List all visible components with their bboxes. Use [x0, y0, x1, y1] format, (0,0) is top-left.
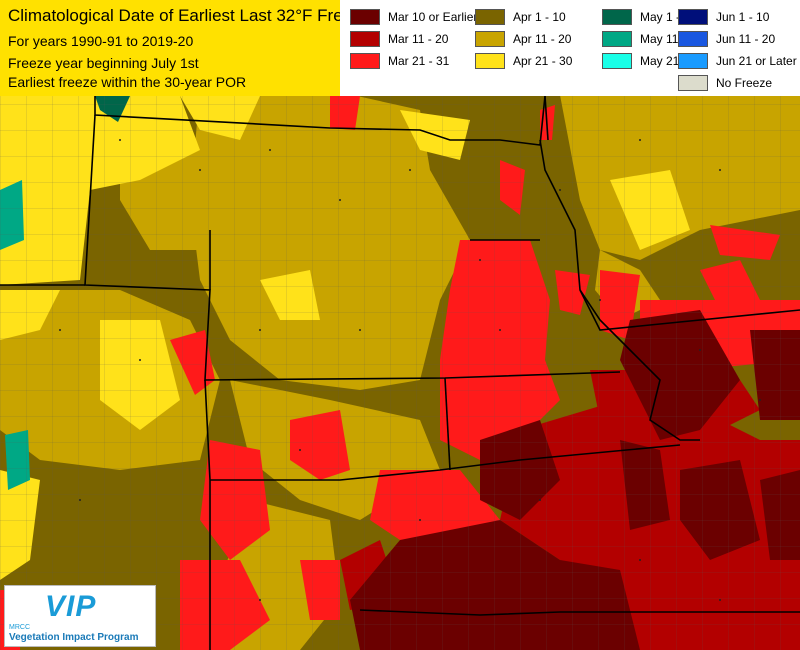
state-boundaries: [0, 95, 800, 650]
logo-program: Vegetation Impact Program: [9, 632, 139, 643]
legend-swatch: [350, 53, 380, 69]
legend-swatch: [475, 9, 505, 25]
legend-swatch: [602, 53, 632, 69]
logo-org: MRCC: [9, 624, 30, 631]
county-grid: [0, 96, 800, 650]
vip-logo: VIP MRCC Vegetation Impact Program: [4, 585, 156, 647]
legend-swatch: [678, 75, 708, 91]
legend-label: Jun 11 - 20: [716, 32, 776, 46]
map-subtitle-freeze-year: Freeze year beginning July 1st: [8, 55, 199, 71]
map-title: Climatological Date of Earliest Last 32°…: [8, 6, 371, 25]
legend-swatch: [602, 31, 632, 47]
title-panel: Climatological Date of Earliest Last 32°…: [0, 0, 370, 96]
legend-swatch: [678, 9, 708, 25]
legend-label: Apr 1 - 10: [513, 10, 566, 24]
county-dots: [59, 139, 761, 601]
legend-label: Mar 10 or Earlier: [388, 10, 478, 24]
legend-label: Mar 11 - 20: [388, 32, 449, 46]
legend-label: Apr 21 - 30: [513, 54, 573, 68]
legend-swatch: [350, 31, 380, 47]
legend-label: Apr 11 - 20: [513, 32, 572, 46]
legend-label: Jun 1 - 10: [716, 10, 770, 24]
legend-label: No Freeze: [716, 76, 773, 90]
legend-label: Mar 21 - 31: [388, 54, 450, 68]
legend-swatch: [475, 53, 505, 69]
legend-label: Jun 21 or Later: [716, 54, 797, 68]
map-subtitle-years: For years 1990-91 to 2019-20: [8, 33, 194, 49]
logo-wordmark: VIP: [45, 590, 97, 623]
legend-swatch: [475, 31, 505, 47]
legend-swatch: [678, 31, 708, 47]
legend-swatch: [602, 9, 632, 25]
legend-swatch: [350, 9, 380, 25]
legend-swatch: [678, 53, 708, 69]
legend: Mar 10 or Earlier Mar 11 - 20 Mar 21 - 31 A…: [340, 0, 800, 96]
map-subtitle-earliest: Earliest freeze within the 30-year POR: [8, 74, 247, 90]
